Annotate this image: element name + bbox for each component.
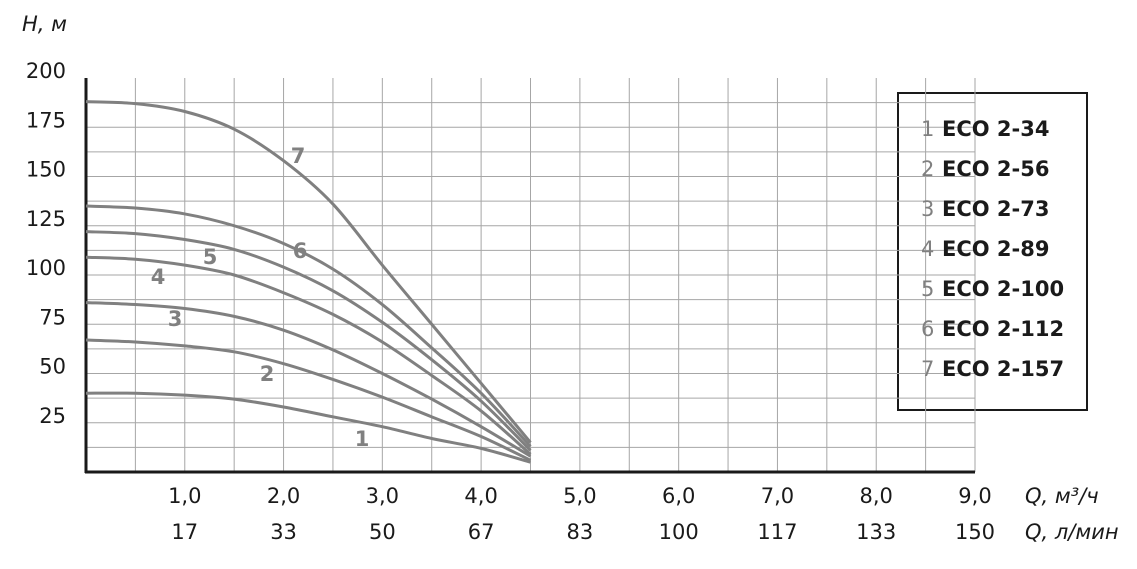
x-axis-label: Q, м³/ч: [1025, 484, 1099, 508]
curve: [85, 338, 532, 462]
x2-tick-label: 50: [369, 520, 396, 544]
curve-label: 3: [168, 307, 183, 331]
curve-label: 5: [203, 245, 218, 269]
x-tick-label: 4,0: [464, 484, 497, 508]
curve: [85, 230, 532, 452]
curve: [85, 301, 532, 458]
x-tick-label: 9,0: [958, 484, 991, 508]
legend-label: ECO 2-100: [942, 277, 1064, 301]
x-tick-label: 1,0: [168, 484, 201, 508]
curve-label: 7: [291, 144, 306, 168]
x2-tick-label: 83: [567, 520, 594, 544]
x-tick-label: 7,0: [761, 484, 794, 508]
legend-label: ECO 2-112: [942, 317, 1064, 341]
x2-tick-label: 150: [955, 520, 995, 544]
y-tick-label: 200: [26, 59, 66, 83]
x2-tick-label: 133: [856, 520, 896, 544]
legend-number: 1: [921, 117, 934, 141]
y-tick-label: 50: [39, 355, 66, 379]
curve: [85, 100, 532, 444]
legend-label: ECO 2-56: [942, 157, 1049, 181]
legend-number: 5: [921, 277, 934, 301]
y-tick-label: 100: [26, 256, 66, 280]
x-tick-label: 6,0: [662, 484, 695, 508]
curve: [85, 391, 531, 464]
x2-tick-label: 33: [270, 520, 297, 544]
y-tick-label: 75: [39, 305, 66, 329]
x-tick-label: 5,0: [563, 484, 596, 508]
y-tick-label: 175: [26, 108, 66, 132]
y-tick-label: 25: [39, 404, 66, 428]
legend-label: ECO 2-73: [942, 197, 1049, 221]
y-axis-label: H, м: [22, 12, 67, 36]
curve-label: 6: [293, 239, 308, 263]
x2-tick-label: 17: [171, 520, 198, 544]
legend-number: 2: [921, 157, 934, 181]
x-tick-label: 8,0: [860, 484, 893, 508]
x2-tick-label: 67: [468, 520, 495, 544]
legend-number: 6: [921, 317, 934, 341]
curve: [85, 204, 532, 448]
x2-tick-label: 100: [659, 520, 699, 544]
x-tick-label: 2,0: [267, 484, 300, 508]
x2-tick-label: 117: [757, 520, 797, 544]
legend-label: ECO 2-157: [942, 357, 1064, 381]
curve-label: 4: [151, 265, 166, 289]
legend-number: 3: [921, 197, 934, 221]
x-tick-label: 3,0: [366, 484, 399, 508]
curve-label: 1: [355, 427, 370, 451]
legend-label: ECO 2-89: [942, 237, 1049, 261]
legend-label: ECO 2-34: [942, 117, 1049, 141]
curve: [85, 255, 532, 456]
y-tick-label: 125: [26, 207, 66, 231]
legend-number: 4: [921, 237, 934, 261]
curve-label: 2: [260, 362, 275, 386]
y-tick-label: 150: [26, 158, 66, 182]
x2-axis-label: Q, л/мин: [1025, 520, 1119, 544]
legend-box: [897, 92, 1088, 411]
legend-number: 7: [921, 357, 934, 381]
